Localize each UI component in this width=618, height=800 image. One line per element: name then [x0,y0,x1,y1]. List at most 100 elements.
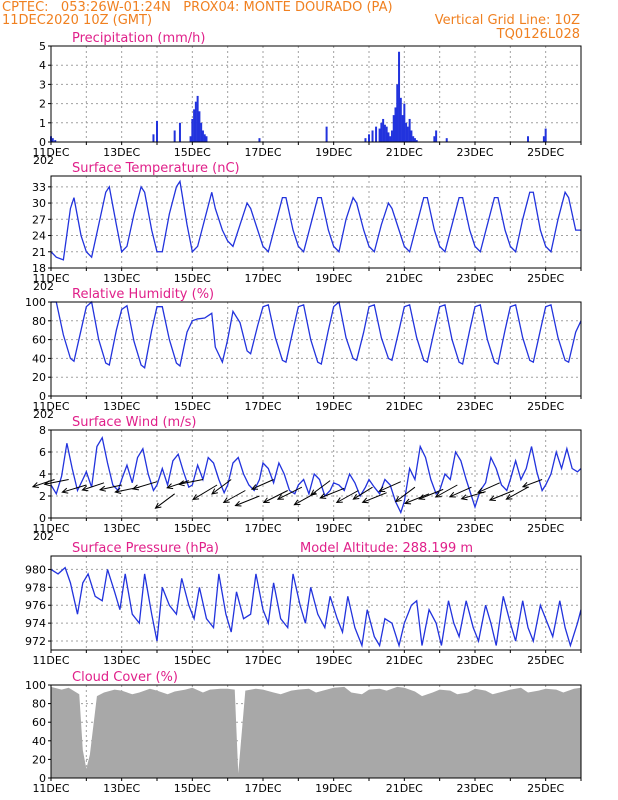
wind-arrow-head [310,489,317,496]
wind-arrow-shaft [353,486,373,500]
precip-bar [435,130,438,142]
precip-bar [396,84,399,142]
x-date-label: 23DEC [456,654,493,667]
wind-arrow-shaft [82,482,105,491]
precip-bar [412,136,415,142]
y-tick-label: 0 [39,772,46,785]
panel-3: 0 2 4 6 8 11DEC 13DEC 15DEC 17DEC 19DEC 21DEC 23DEC… [31,415,582,543]
precip-bar [191,118,194,142]
x-date-label: 17DEC [244,146,281,159]
header-date: 11DEC2020 10Z (GMT) [2,13,153,28]
precip-bar [389,136,392,142]
precip-bar [433,136,436,142]
wind-arrow-shaft [178,479,204,485]
y-tick-label: 80 [32,698,46,711]
wind-arrow-head [335,497,343,504]
y-tick-label: 0 [39,390,46,403]
wind-arrow-head [262,497,270,504]
y-tick-label: 978 [25,581,46,594]
wind-arrow-shaft [449,486,472,498]
wind-arrow-head [192,494,200,500]
precip-bar [189,136,192,142]
y-tick-label: 30 [32,197,46,210]
precip-bar [403,103,406,142]
wind-arrow-head [488,495,496,502]
wind-arrow-shaft [99,484,122,491]
y-tick-label: 40 [32,735,46,748]
x-date-label: 13DEC [103,272,140,285]
x-year-fragment: 202 [33,530,54,543]
x-date-label: 23DEC [456,272,493,285]
x-date-label: 15DEC [174,522,211,535]
precip-bar [364,138,367,142]
wind-arrow-head [460,494,468,501]
precip-bar [413,138,416,142]
wind-arrow-head [418,494,426,500]
x-date-label: 13DEC [103,400,140,413]
wind-arrow-shaft [506,486,529,500]
x-date-label: 21DEC [386,654,423,667]
wind-arrow-head [166,483,174,490]
panel-title: Surface Wind (m/s) [72,415,196,430]
y-tick-label: 3 [39,78,46,91]
x-date-label: 17DEC [244,272,281,285]
series-line [50,435,582,515]
wind-arrow-head [31,482,39,488]
wind-arrow-head [434,491,442,498]
precip-bar [193,109,196,142]
wind-arrow-head [276,494,284,500]
x-date-label: 11DEC [32,400,69,413]
x-date-label: 17DEC [244,782,281,795]
plot-frame [50,555,582,651]
y-tick-label: 6 [39,446,46,459]
precip-bar [196,95,199,142]
plot-frame [50,684,582,779]
wind-arrow-shaft [362,492,387,503]
plot-frame [50,429,582,519]
header-grid-note: Vertical Grid Line: 10Z [434,13,580,28]
panel-0: 0 1 2 3 4 5 11DEC 13DEC 15DEC 17DEC 19DEC 21DEC 23DE… [32,31,582,167]
x-date-label: 23DEC [456,782,493,795]
x-date-label: 25DEC [527,782,564,795]
y-tick-label: 100 [25,679,46,692]
panel-annotation: Model Altitude: 288.199 m [300,541,473,556]
y-tick-label: 0 [39,512,46,525]
x-year-fragment: 202 [33,280,54,293]
wind-arrow-head [154,502,162,509]
x-date-label: 13DEC [103,654,140,667]
panel-title: Precipitation (mm/h) [72,31,205,46]
x-date-label: 23DEC [456,146,493,159]
wind-arrow-head [61,487,69,494]
x-date-label: 15DEC [174,654,211,667]
x-date-label: 25DEC [527,146,564,159]
x-year-fragment: 202 [33,408,54,421]
wind-arrow-head [505,494,513,500]
y-tick-label: 24 [32,230,46,243]
x-date-label: 11DEC [32,522,69,535]
wind-arrow-head [378,486,386,492]
y-tick-label: 976 [25,599,46,612]
wind-arrow-head [293,499,301,506]
y-tick-label: 1 [39,117,46,130]
precip-bar [405,122,408,142]
x-date-label: 15DEC [174,400,211,413]
x-date-label: 15DEC [174,146,211,159]
precip-bar [527,136,529,142]
y-tick-label: 21 [32,246,46,259]
wind-arrow-shaft [336,490,359,503]
precip-bar [201,130,204,142]
wind-arrow-shaft [477,482,500,493]
precip-bar [387,132,390,142]
panel-4: 972 974 976 978 980 11DEC 13DEC 15DEC 17DEC 19DEC… [25,541,582,667]
precip-bar [194,101,197,142]
wind-arrow-head [222,497,230,504]
panel-title: Relative Humidity (%) [72,287,214,302]
y-tick-label: 0 [39,136,46,149]
panel-title: Surface Pressure (hPa) [72,541,219,556]
x-date-label: 17DEC [244,654,281,667]
wind-arrow-shaft [489,490,515,501]
precip-bar [178,122,181,142]
panel-title: Cloud Cover (%) [72,670,178,685]
series-line [50,566,582,649]
